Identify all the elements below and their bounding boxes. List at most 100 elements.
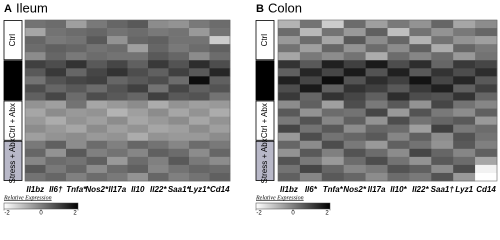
heatmap-cell: [387, 108, 410, 117]
column-label: Nos2*: [85, 185, 109, 194]
heatmap-cell: [45, 84, 67, 93]
heatmap-cell: [168, 68, 190, 77]
heatmap-cell: [278, 28, 301, 37]
heatmap-cell: [45, 108, 67, 117]
heatmap-cell: [431, 172, 454, 182]
heatmap-cell: [107, 164, 128, 174]
heatmap-cell: [278, 60, 301, 69]
heatmap-cell: [365, 156, 388, 166]
heatmap-cell: [45, 60, 67, 69]
heatmap-cell: [343, 148, 366, 158]
heatmap-cell: [86, 132, 108, 142]
heatmap-cell: [365, 92, 388, 101]
heatmap-cell: [387, 68, 410, 77]
heatmap-cell: [25, 84, 46, 93]
heatmap-cell: [66, 148, 87, 158]
heatmap-cell: [299, 60, 323, 69]
heatmap-cell: [453, 52, 476, 61]
heatmap-cell: [431, 92, 454, 101]
heatmap-cell: [387, 52, 410, 61]
heatmap-cell: [25, 124, 46, 133]
group-label: Ctrl + Abx: [8, 103, 17, 138]
heatmap-cell: [431, 132, 454, 142]
heatmap-cell: [321, 140, 344, 150]
heatmap-cell: [189, 68, 210, 77]
heatmap-cell: [66, 164, 87, 174]
heatmap-cell: [321, 164, 344, 174]
group-label: Ctrl: [8, 34, 17, 47]
heatmap-cell: [25, 60, 46, 69]
heatmap-cell: [475, 76, 498, 85]
heatmap-cell: [25, 20, 46, 29]
panel-label: B: [256, 3, 264, 15]
heatmap-cell: [453, 44, 476, 53]
heatmap-cell: [321, 132, 344, 142]
heatmap-cell: [66, 92, 87, 101]
heatmap-cell: [475, 156, 498, 166]
heatmap-cell: [168, 164, 190, 174]
heatmap-cell: [343, 124, 366, 133]
heatmap-cell: [66, 36, 87, 45]
heatmap-cell: [209, 68, 231, 77]
heatmap-cell: [127, 28, 149, 37]
heatmap-cell: [66, 60, 87, 69]
group-box: [3, 100, 23, 141]
heatmap-cell: [107, 140, 128, 150]
heatmap-cell: [25, 76, 46, 85]
heatmap-cell: [299, 68, 323, 77]
heatmap-cell: [453, 84, 476, 93]
heatmap-cell: [278, 76, 301, 85]
heatmap-cell: [148, 140, 169, 150]
heatmap-cell: [409, 84, 432, 93]
column-label: Il1bz: [280, 185, 298, 194]
heatmap-cell: [299, 84, 323, 93]
heatmap-cell: [299, 140, 323, 150]
heatmap-cell: [45, 164, 67, 174]
heatmap-cell: [343, 60, 366, 69]
heatmap-cell: [409, 68, 432, 77]
heatmap-cell: [453, 116, 476, 125]
heatmap-cell: [387, 44, 410, 53]
heatmap-cell: [475, 124, 498, 133]
heatmap-cell: [387, 28, 410, 37]
heatmap-cell: [453, 132, 476, 142]
heatmap-cell: [278, 124, 301, 133]
heatmap-cell: [209, 20, 231, 29]
heatmap-cell: [189, 172, 210, 182]
heatmap-cell: [431, 28, 454, 37]
heatmap-cell: [189, 28, 210, 37]
heatmap-cell: [409, 92, 432, 101]
colorbar-tick-label: 0: [291, 211, 295, 216]
column-label: Il17a: [368, 185, 386, 194]
heatmap-cell: [453, 172, 476, 182]
heatmap-cell: [107, 60, 128, 69]
heatmap-cell: [475, 36, 498, 45]
column-label: Nos2*: [343, 185, 367, 194]
heatmap-cell: [299, 28, 323, 37]
heatmap-cell: [365, 68, 388, 77]
heatmap-cell: [409, 132, 432, 142]
group-label: Stress: [8, 69, 17, 92]
heatmap-cell: [45, 124, 67, 133]
heatmap-cell: [299, 148, 323, 158]
column-label: Tnfa*: [323, 185, 344, 194]
heatmap-cell: [45, 92, 67, 101]
group-box: [3, 20, 23, 61]
heatmap-cell: [365, 140, 388, 150]
heatmap-cell: [66, 44, 87, 53]
heatmap-cell: [209, 92, 231, 101]
group-label: Stress + Abx: [8, 138, 17, 183]
heatmap-cell: [343, 76, 366, 85]
heatmap-cell: [209, 156, 231, 166]
heatmap-cell: [409, 164, 432, 174]
heatmap-cell: [343, 172, 366, 182]
heatmap-cell: [475, 140, 498, 150]
heatmap-cell: [107, 92, 128, 101]
heatmap-cell: [475, 60, 498, 69]
heatmap-cell: [343, 100, 366, 109]
heatmap-cell: [409, 140, 432, 150]
heatmap-cell: [168, 84, 190, 93]
heatmap-cell: [299, 36, 323, 45]
heatmap-cell: [25, 116, 46, 125]
